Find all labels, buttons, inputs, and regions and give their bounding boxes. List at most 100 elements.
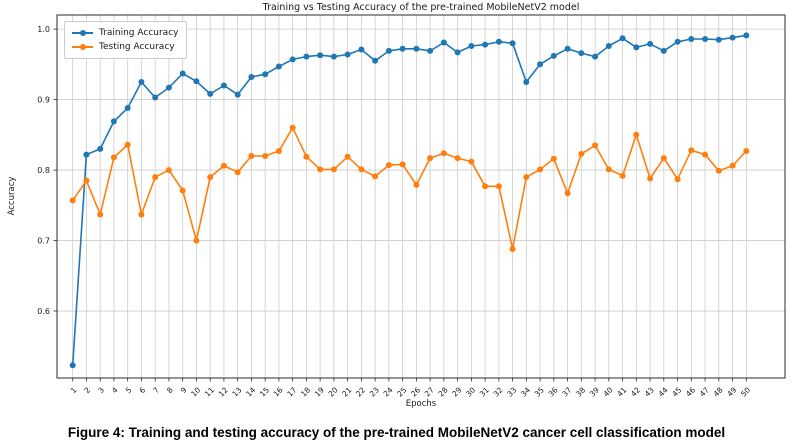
figure-caption: Figure 4: Training and testing accuracy … [67, 424, 726, 440]
data-point-marker [138, 211, 145, 218]
data-point-marker [399, 45, 406, 52]
data-point-marker [674, 38, 681, 45]
data-point-marker [715, 36, 722, 43]
data-point-marker [688, 147, 695, 154]
x-tick-label: 7 [151, 385, 161, 395]
x-tick-label: 30 [464, 385, 477, 398]
x-tick-label: 45 [670, 385, 683, 398]
data-point-marker [124, 141, 131, 148]
x-tick-label: 25 [395, 385, 408, 398]
data-point-marker [468, 43, 475, 49]
data-point-marker [262, 153, 269, 159]
testing-series-line [72, 127, 747, 250]
x-tick-label: 42 [629, 385, 642, 398]
data-point-marker [619, 172, 626, 179]
accuracy-chart: Training vs Testing Accuracy of the pre-… [0, 0, 793, 418]
data-point-marker [303, 153, 310, 160]
y-tick-label: 1.0 [37, 25, 50, 34]
y-tick-label: 0.8 [37, 166, 50, 175]
x-tick-label: 40 [602, 385, 615, 398]
x-tick-label: 3 [96, 385, 106, 395]
data-point-marker [165, 167, 172, 174]
data-point-marker [564, 45, 571, 52]
data-point-marker [83, 177, 90, 184]
data-point-marker [303, 53, 310, 60]
x-axis-label: Epochs [405, 399, 437, 409]
data-point-marker [399, 161, 406, 168]
data-point-marker [110, 154, 117, 161]
data-point-marker [275, 63, 282, 70]
y-tick-label: 0.7 [37, 236, 50, 245]
data-point-marker [317, 52, 324, 59]
data-point-marker [729, 34, 736, 41]
data-point-marker [660, 47, 667, 54]
data-point-marker [482, 41, 489, 48]
y-axis-label: Accuracy [7, 176, 17, 216]
data-point-marker [578, 150, 585, 157]
data-point-marker [537, 61, 544, 68]
data-point-marker [97, 211, 104, 218]
legend: Training Accuracy Testing Accuracy [64, 21, 188, 59]
x-tick-label: 44 [657, 385, 670, 398]
data-point-marker [220, 162, 227, 169]
x-tick-label: 6 [138, 385, 148, 395]
x-tick-label: 5 [124, 385, 134, 395]
data-point-marker [564, 190, 571, 197]
data-point-marker [427, 155, 434, 162]
data-point-marker [207, 90, 214, 97]
x-tick-label: 41 [615, 385, 628, 398]
training-line-swatch [72, 32, 93, 34]
data-point-marker [207, 174, 214, 181]
data-point-marker [234, 169, 241, 176]
x-tick-label: 9 [179, 385, 189, 395]
data-point-marker [454, 49, 461, 56]
data-point-marker [220, 82, 227, 89]
data-point-marker [660, 155, 667, 162]
data-point-marker [330, 166, 337, 173]
data-point-marker [509, 246, 516, 252]
data-point-marker [743, 32, 750, 39]
data-point-marker [138, 79, 145, 85]
data-point-marker [550, 52, 557, 59]
x-tick-label: 11 [203, 385, 216, 398]
data-point-marker [743, 148, 750, 154]
x-tick-label: 33 [505, 385, 518, 398]
x-tick-label: 20 [327, 385, 340, 398]
data-point-marker [592, 142, 599, 149]
y-tick-label: 0.9 [37, 95, 50, 104]
x-tick-label: 17 [285, 385, 298, 398]
x-tick-label: 18 [299, 385, 312, 398]
data-point-marker [509, 40, 516, 47]
data-point-marker [537, 166, 544, 173]
x-tick-label: 34 [519, 385, 532, 398]
data-point-marker [633, 44, 640, 51]
data-point-marker [317, 166, 324, 173]
data-point-marker [592, 53, 599, 60]
data-point-marker [468, 158, 475, 165]
x-tick-label: 31 [478, 385, 491, 398]
data-point-marker [482, 183, 489, 190]
testing-line-swatch [72, 46, 93, 48]
x-tick-label: 19 [313, 385, 326, 398]
x-tick-label: 32 [492, 385, 505, 398]
data-point-marker [385, 47, 392, 54]
data-point-marker [495, 183, 502, 190]
data-point-marker [358, 166, 365, 173]
data-point-marker [523, 79, 530, 85]
data-point-marker [647, 175, 654, 182]
data-point-marker [97, 145, 104, 152]
x-tick-label: 46 [684, 385, 697, 398]
data-point-marker [440, 39, 447, 46]
x-tick-label: 13 [230, 385, 243, 398]
data-point-marker [633, 131, 640, 138]
data-point-marker [578, 50, 585, 57]
chart-title: Training vs Testing Accuracy of the pre-… [262, 2, 580, 13]
data-point-marker [110, 118, 117, 125]
data-point-marker [550, 155, 557, 162]
data-point-marker [413, 45, 420, 52]
data-point-marker [330, 53, 337, 60]
legend-item-training: Training Accuracy [72, 26, 178, 40]
plot-canvas: 1 2 3 4 5 6 7 8 9 10 11 12 13 14 15 16 17 18 19 20 21 22 23 24 2… [37, 14, 786, 399]
x-tick-label: 10 [189, 385, 202, 398]
